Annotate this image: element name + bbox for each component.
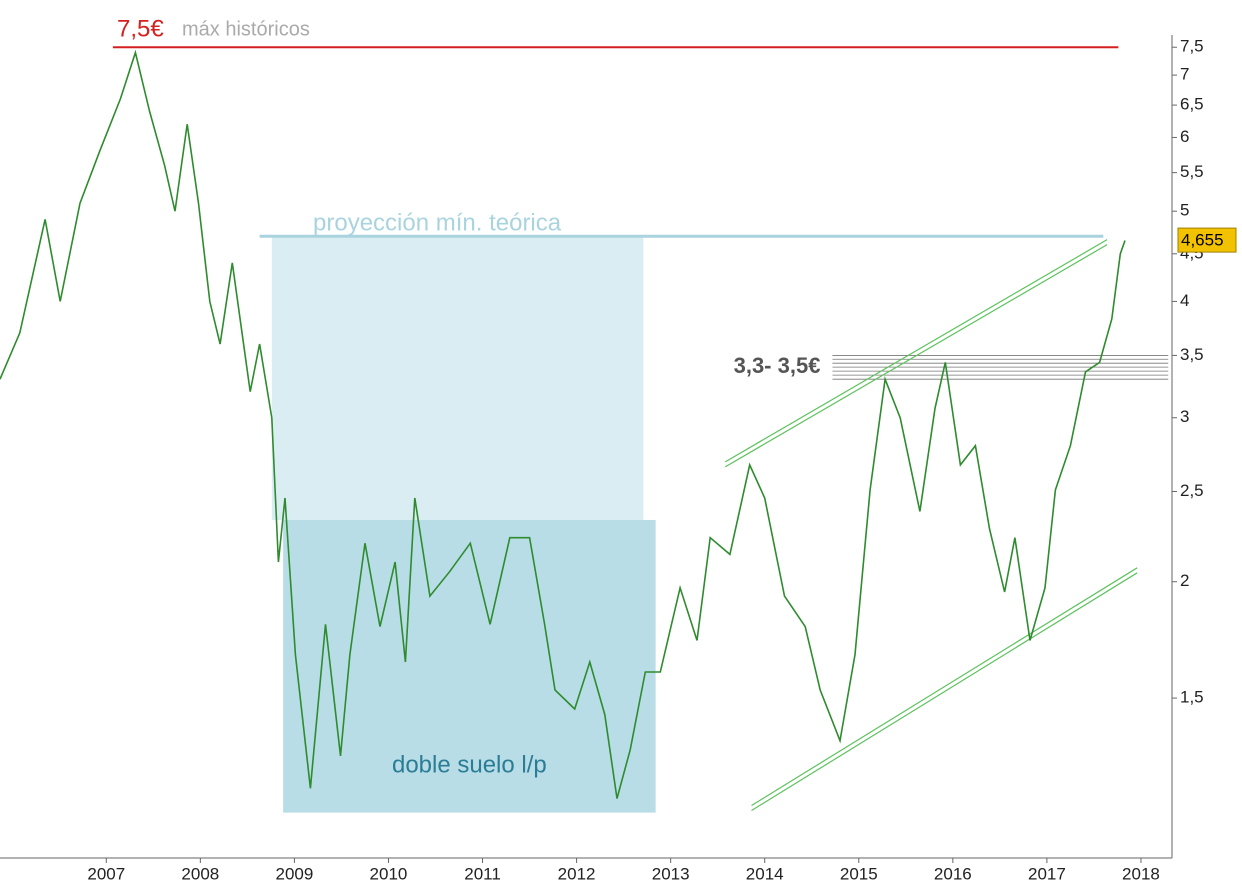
y-tick-label: 3,5: [1180, 345, 1204, 364]
y-tick-label: 5,5: [1180, 162, 1204, 181]
high-label: 7,5€: [117, 15, 164, 42]
last-price-box: [1177, 227, 1237, 253]
channel-line: [724, 239, 1108, 463]
y-tick-label: 7: [1180, 65, 1189, 84]
x-tick-label: 2011: [464, 864, 501, 883]
box-label: doble suelo l/p: [392, 751, 547, 778]
y-tick-label: 4: [1180, 291, 1189, 310]
x-tick-label: 2009: [275, 864, 313, 883]
x-tick-label: 2015: [840, 864, 878, 883]
y-tick-label: 6,5: [1180, 95, 1204, 114]
zone-box: [271, 236, 644, 520]
channel-line: [751, 567, 1138, 807]
x-tick-label: 2016: [934, 864, 972, 883]
x-tick-label: 2018: [1122, 864, 1160, 883]
zone-label: 3,3- 3,5€: [734, 353, 821, 378]
x-tick-label: 2013: [652, 864, 690, 883]
y-tick-label: 7,5: [1180, 37, 1204, 56]
y-tick-label: 6: [1180, 127, 1189, 146]
channel-line: [751, 572, 1138, 812]
x-tick-label: 2017: [1028, 864, 1066, 883]
channel-line: [724, 244, 1108, 468]
y-tick-label: 5: [1180, 201, 1189, 220]
y-tick-label: 1,5: [1180, 688, 1204, 707]
x-tick-label: 2008: [181, 864, 219, 883]
projection-label: proyección mín. teórica: [313, 210, 562, 237]
y-tick-label: 2: [1180, 571, 1189, 590]
x-tick-label: 2012: [558, 864, 596, 883]
price-line: [0, 49, 1126, 799]
x-tick-label: 2014: [746, 864, 784, 883]
y-tick-label: 3: [1180, 407, 1189, 426]
y-tick-label: 2,5: [1180, 481, 1204, 500]
x-tick-label: 2007: [87, 864, 125, 883]
last-price-label: 4,655: [1181, 231, 1224, 250]
high-text: máx históricos: [182, 18, 310, 40]
zone-box: [283, 519, 656, 813]
x-tick-label: 2010: [370, 864, 408, 883]
